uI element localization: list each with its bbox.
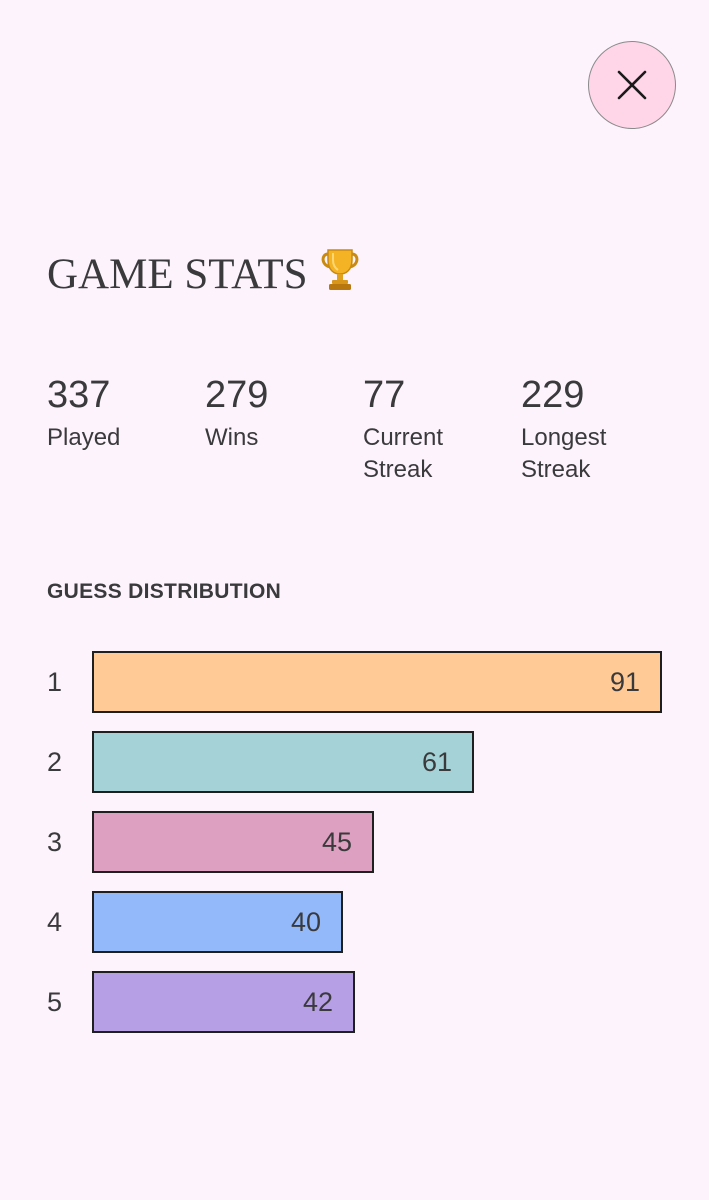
stat-current-streak: 77 Current Streak [363, 372, 513, 486]
stats-summary: 337 Played 279 Wins 77 Current Streak 22… [47, 372, 679, 502]
distribution-row: 2 61 [0, 731, 709, 793]
distribution-bar: 40 [92, 891, 343, 953]
close-icon [617, 70, 647, 100]
stat-longest-streak: 229 Longest Streak [521, 372, 671, 486]
stat-label-line: Streak [521, 456, 591, 483]
stat-label-line: Longest [521, 424, 607, 451]
close-button[interactable] [588, 41, 676, 129]
guess-number: 2 [47, 747, 63, 777]
stat-label-line: Wins [205, 424, 259, 451]
stat-label: Longest Streak [521, 422, 671, 486]
distribution-bar: 91 [92, 651, 662, 713]
stat-value: 77 [363, 374, 406, 416]
distribution-count: 61 [421, 747, 452, 777]
stat-value: 337 [47, 374, 111, 416]
page-title: GAME STATS [47, 248, 360, 305]
guess-number: 4 [47, 907, 63, 937]
stat-label-line: Streak [363, 456, 433, 483]
guess-number: 3 [47, 827, 63, 857]
guess-distribution-heading: GUESS DISTRIBUTION [47, 580, 282, 603]
distribution-count: 40 [290, 907, 321, 937]
distribution-count: 91 [609, 667, 640, 697]
distribution-row: 5 42 [0, 971, 709, 1033]
stat-value: 279 [205, 374, 269, 416]
stat-label-line: Played [47, 424, 121, 451]
guess-number: 5 [47, 987, 63, 1017]
distribution-row: 1 91 [0, 651, 709, 713]
distribution-count: 45 [321, 827, 352, 857]
page-title-text: GAME STATS [47, 251, 308, 298]
distribution-bar: 42 [92, 971, 355, 1033]
distribution-count: 42 [302, 987, 333, 1017]
stat-wins: 279 Wins [205, 372, 355, 454]
distribution-bar: 45 [92, 811, 374, 873]
stat-label-line: Current [363, 424, 444, 451]
trophy-icon [320, 248, 360, 305]
stat-label: Current Streak [363, 422, 513, 486]
distribution-row: 3 45 [0, 811, 709, 873]
guess-number: 1 [47, 667, 63, 697]
stat-label: Played [47, 422, 197, 454]
distribution-row: 4 40 [0, 891, 709, 953]
stat-value: 229 [521, 374, 585, 416]
stat-played: 337 Played [47, 372, 197, 454]
stat-label: Wins [205, 422, 355, 454]
distribution-bar: 61 [92, 731, 474, 793]
